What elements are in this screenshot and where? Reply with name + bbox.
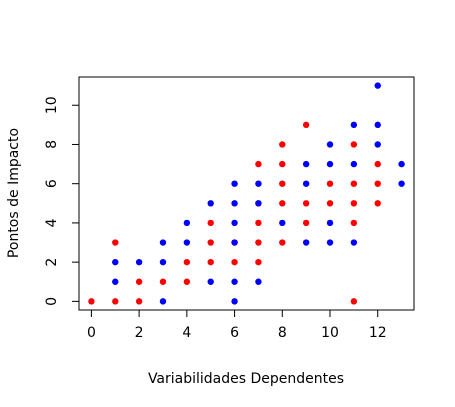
data-point [183, 278, 191, 285]
data-point [183, 258, 191, 266]
data-point [183, 219, 191, 227]
y-axis: 0 2 4 6 8 10 [44, 96, 80, 306]
data-point [374, 160, 381, 168]
data-point [326, 180, 334, 187]
data-point [374, 141, 381, 148]
data-point [255, 160, 262, 168]
data-point [231, 219, 238, 227]
data-point [255, 239, 262, 246]
y-tick-label: 2 [44, 258, 60, 267]
y-tick-label: 8 [44, 140, 60, 149]
data-point [350, 298, 358, 305]
x-tick-label: 8 [278, 325, 287, 341]
x-tick-label: 12 [369, 325, 387, 341]
data-point [279, 200, 286, 207]
data-point [279, 180, 286, 187]
data-point [88, 298, 95, 305]
data-points [88, 82, 405, 305]
data-point [302, 160, 310, 168]
data-point [374, 82, 381, 89]
data-point [374, 121, 381, 129]
data-point [326, 219, 334, 227]
x-tick-label: 0 [87, 325, 96, 341]
data-point [207, 239, 214, 246]
data-point [279, 219, 286, 227]
y-tick-label: 10 [44, 96, 60, 114]
data-point [350, 180, 358, 187]
x-axis-title: Variabilidades Dependentes [148, 371, 344, 387]
data-point [159, 278, 167, 285]
data-point [350, 200, 358, 207]
data-point [207, 278, 214, 285]
data-point [279, 141, 286, 148]
data-point [231, 239, 238, 246]
data-point [350, 160, 358, 168]
data-point [350, 121, 358, 129]
data-point [231, 258, 238, 266]
data-point [326, 239, 334, 246]
data-point [231, 278, 238, 285]
data-point [326, 141, 334, 148]
data-point [159, 258, 167, 266]
data-point [183, 239, 191, 246]
data-point [374, 200, 381, 207]
y-axis-title: Pontos de Impacto [6, 128, 22, 258]
y-tick-label: 4 [44, 218, 60, 227]
data-point [350, 219, 358, 227]
y-tick-label: 6 [44, 179, 60, 188]
data-point [112, 258, 119, 266]
data-point [207, 200, 214, 207]
data-point [326, 200, 334, 207]
x-tick-label: 10 [321, 325, 339, 341]
x-axis: 0 2 4 6 8 10 12 [87, 309, 387, 341]
data-point [398, 160, 405, 168]
data-point [255, 219, 262, 227]
data-point [159, 298, 167, 305]
data-point [231, 180, 238, 187]
data-point [135, 258, 143, 266]
data-point [159, 239, 167, 246]
data-point [326, 160, 334, 168]
data-point [302, 239, 310, 246]
data-point [302, 121, 310, 129]
data-point [255, 258, 262, 266]
data-point [374, 180, 381, 187]
data-point [231, 200, 238, 207]
data-point [135, 298, 143, 305]
x-tick-label: 2 [135, 325, 144, 341]
data-point [255, 200, 262, 207]
data-point [279, 160, 286, 168]
data-point [135, 278, 143, 285]
data-point [302, 200, 310, 207]
data-point [112, 239, 119, 246]
series-2 [112, 82, 405, 305]
x-tick-label: 6 [230, 325, 239, 341]
x-tick-label: 4 [182, 325, 191, 341]
data-point [231, 298, 238, 305]
data-point [398, 180, 405, 187]
data-point [255, 278, 262, 285]
data-point [112, 278, 119, 285]
data-point [207, 258, 214, 266]
data-point [350, 141, 358, 148]
data-point [302, 219, 310, 227]
data-point [350, 239, 358, 246]
data-point [302, 180, 310, 187]
data-point [207, 219, 214, 227]
y-tick-label: 0 [44, 297, 60, 306]
data-point [255, 180, 262, 187]
data-point [112, 298, 119, 305]
data-point [279, 239, 286, 246]
